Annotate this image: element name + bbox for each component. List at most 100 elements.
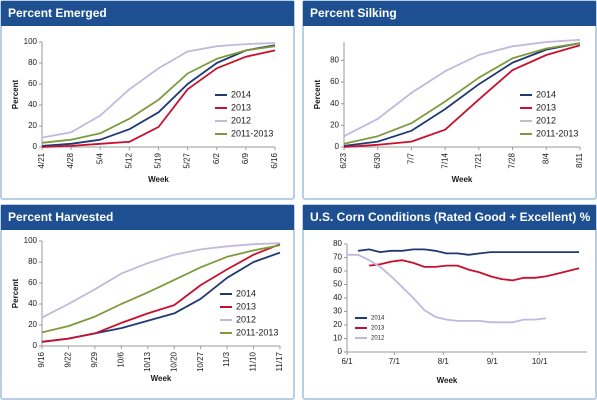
series-line [343, 38, 581, 138]
series-line [41, 244, 281, 334]
x-tick-label: 6/1 [341, 357, 353, 366]
x-tick-label: 6/9 [241, 152, 250, 164]
chart-title: U.S. Corn Conditions (Rated Good + Excel… [310, 210, 591, 224]
x-tick-label: 9/16 [37, 351, 46, 367]
x-tick-label: 4/28 [66, 152, 75, 168]
x-tick-label: 7/1 [389, 357, 401, 366]
y-tick-label: 30 [333, 307, 342, 316]
y-tick-label: 60 [333, 266, 342, 275]
series-line [357, 248, 580, 256]
series-line [41, 49, 276, 148]
x-tick-label: 6/16 [270, 152, 279, 168]
legend-label: 2011-2013 [236, 327, 278, 337]
legend-label: 2014 [236, 288, 256, 298]
x-tick-label: 10/1 [532, 357, 548, 366]
y-tick-label: 20 [330, 120, 339, 129]
y-tick-label: 0 [335, 142, 340, 151]
x-tick-label: 6/23 [339, 152, 348, 168]
x-tick-label: 9/1 [487, 357, 499, 366]
x-tick-label: 8/11 [575, 152, 584, 168]
y-axis-label: Percent [11, 79, 20, 109]
chart-title: Percent Silking [310, 6, 397, 20]
y-tick-label: 100 [24, 37, 38, 46]
y-tick-label: 80 [330, 56, 339, 65]
y-tick-label: 20 [28, 320, 37, 329]
series-line [41, 42, 276, 139]
x-tick-label: 4/21 [37, 152, 46, 168]
x-tick-label: 7/14 [440, 152, 449, 168]
x-tick-label: 5/4 [95, 152, 104, 164]
panel-header [1, 1, 294, 26]
series-line [41, 44, 276, 147]
series-line [41, 242, 281, 319]
x-tick-label: 10/13 [143, 351, 152, 372]
series-line [343, 44, 581, 148]
x-tick-label: 11/3 [222, 351, 231, 367]
x-tick-label: 5/19 [154, 152, 163, 168]
series-line [343, 42, 581, 147]
legend-label: 2011-2013 [536, 128, 578, 138]
legend-label: 2012 [231, 115, 251, 125]
y-tick-label: 80 [28, 58, 37, 67]
x-tick-label: 7/21 [474, 152, 483, 168]
panel-header [303, 1, 596, 26]
series-line [41, 243, 281, 343]
chart-title: Percent Harvested [8, 210, 113, 224]
x-tick-label: 7/7 [407, 152, 416, 164]
legend-label: 2013 [231, 102, 251, 112]
x-tick-label: 5/27 [183, 152, 192, 168]
y-tick-label: 100 [24, 236, 38, 245]
y-tick-label: 40 [333, 293, 342, 302]
x-axis-label: Week [452, 175, 473, 184]
y-axis-label: Percent [313, 79, 322, 109]
x-axis-label: Week [437, 376, 458, 385]
panel-header [1, 205, 294, 230]
y-tick-label: 50 [333, 280, 342, 289]
legend-label: 2013 [236, 301, 256, 311]
legend-label: 2012 [236, 314, 256, 324]
y-tick-label: 0 [33, 341, 38, 350]
legend-label: 2014 [231, 89, 251, 99]
series-line [41, 45, 276, 144]
y-tick-label: 0 [338, 347, 343, 356]
y-tick-label: 60 [28, 79, 37, 88]
legend-label: 2014 [371, 316, 385, 322]
legend-label: 2014 [536, 89, 556, 99]
legend-label: 2012 [371, 336, 385, 342]
series-line [368, 259, 580, 282]
x-tick-label: 10/6 [116, 351, 125, 367]
y-tick-label: 40 [330, 99, 339, 108]
y-tick-label: 0 [33, 142, 38, 151]
x-tick-label: 9/29 [90, 351, 99, 367]
x-axis-label: Week [151, 374, 172, 383]
y-tick-label: 20 [28, 121, 37, 130]
x-tick-label: 6/2 [212, 152, 221, 164]
y-tick-label: 80 [333, 239, 342, 248]
x-tick-label: 5/12 [124, 152, 133, 168]
x-axis-label: Week [148, 175, 169, 184]
chart-title: Percent Emerged [8, 6, 107, 20]
series-line [347, 253, 547, 324]
y-tick-label: 70 [333, 253, 342, 262]
legend-label: 2012 [536, 115, 556, 125]
x-tick-label: 10/27 [196, 351, 205, 372]
y-tick-label: 60 [28, 278, 37, 287]
series-line [343, 42, 581, 145]
panel-header [303, 205, 596, 230]
x-tick-label: 8/1 [438, 357, 450, 366]
y-tick-label: 40 [28, 299, 37, 308]
x-tick-label: 7/28 [508, 152, 517, 168]
legend-label: 2013 [536, 102, 556, 112]
y-axis-label: Percent [11, 278, 20, 308]
y-tick-label: 10 [333, 334, 342, 343]
legend-label: 2013 [371, 326, 385, 332]
x-tick-label: 11/17 [275, 351, 284, 371]
y-tick-label: 80 [28, 257, 37, 266]
x-tick-label: 10/20 [169, 351, 178, 372]
y-tick-label: 20 [333, 320, 342, 329]
y-tick-label: 40 [28, 100, 37, 109]
x-tick-label: 9/22 [64, 351, 73, 367]
y-tick-label: 60 [330, 77, 339, 86]
x-tick-label: 11/10 [249, 351, 258, 371]
